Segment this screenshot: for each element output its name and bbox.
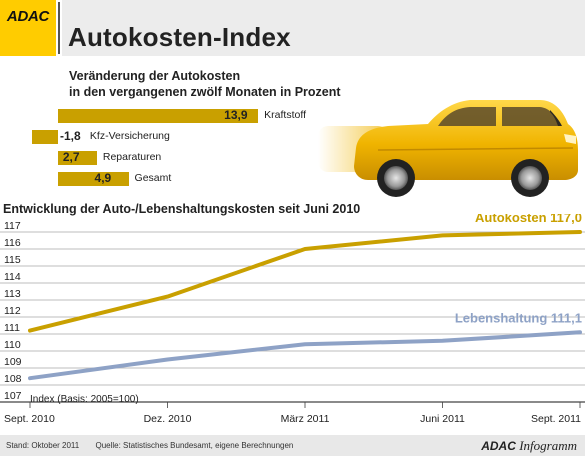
series-end-label: Autokosten 117,0 <box>475 214 582 225</box>
bar-value-label: -1,8 <box>60 129 81 143</box>
series-line <box>28 330 582 381</box>
x-tick-label: März 2011 <box>281 413 330 425</box>
line-chart-title: Entwicklung der Auto-/Lebenshaltungskost… <box>3 202 361 216</box>
y-tick-label: 113 <box>4 288 21 300</box>
header-band <box>62 0 585 56</box>
line-chart: 107 108 109 110 111 112 113 114 115 116 117 Sept. 2… <box>0 214 585 425</box>
bar-value-label: 2,7 <box>62 150 80 164</box>
x-tick-label: Sept. 2011 <box>531 413 581 425</box>
footer-band <box>0 435 585 456</box>
series-end-value: 111,1 <box>551 310 582 325</box>
series-end-value: 117,0 <box>550 214 582 225</box>
bar-chart-title-line1: Veränderung der Autokosten <box>69 69 241 83</box>
adac-logo: ADAC <box>0 0 56 56</box>
series-name: Lebenshaltung <box>455 310 551 325</box>
y-tick-label: 117 <box>4 220 21 232</box>
header-divider <box>58 2 60 54</box>
footer-brand: ADAC Infogramm <box>481 438 577 454</box>
footer-brand-adac: ADAC <box>481 439 516 453</box>
footer-notes: Stand: Oktober 2011 Quelle: Statistische… <box>6 441 293 450</box>
y-tick-label: 115 <box>4 254 21 266</box>
y-tick-label: 116 <box>4 237 21 249</box>
bar-category-label: Kfz-Versicherung <box>89 130 170 142</box>
car-illustration <box>318 100 578 197</box>
footer-stand: Stand: Oktober 2011 <box>6 441 80 450</box>
y-axis-label: Index (Basis: 2005=100) <box>30 394 139 405</box>
y-tick-label: 111 <box>4 322 20 334</box>
page-title: Autokosten-Index <box>68 22 291 52</box>
logo-text: ADAC <box>6 8 50 25</box>
bar <box>32 130 58 144</box>
footer-source: Quelle: Statistisches Bundesamt, eigene … <box>95 441 294 450</box>
bar-chart-title-line2: in den vergangenen zwölf Monaten in Proz… <box>69 85 341 99</box>
y-tick-label: 110 <box>4 339 21 351</box>
y-tick-label: 112 <box>4 305 21 317</box>
y-tick-label: 108 <box>4 373 22 385</box>
x-tick-label: Dez. 2010 <box>144 413 192 425</box>
y-tick-label: 114 <box>4 271 21 283</box>
series-name: Autokosten <box>475 214 550 225</box>
bar <box>58 151 97 165</box>
bar-value-label: 4,9 <box>94 171 112 185</box>
series-end-label: Lebenshaltung 111,1 <box>455 310 582 325</box>
bar-category-label: Gesamt <box>134 172 172 184</box>
bar-value-label: 13,9 <box>224 108 248 122</box>
y-tick-label: 109 <box>4 356 22 368</box>
bar-chart-title: Veränderung der Autokosten in den vergan… <box>69 68 369 100</box>
bar <box>58 109 259 123</box>
x-tick-label: Sept. 2010 <box>4 413 55 425</box>
y-tick-label: 107 <box>4 390 22 402</box>
bar <box>58 172 129 186</box>
bar-category-label: Kraftstoff <box>264 109 306 121</box>
x-tick-label: Juni 2011 <box>420 413 465 425</box>
footer-brand-infogramm: Infogramm <box>519 438 577 453</box>
bar-category-label: Reparaturen <box>102 151 162 163</box>
